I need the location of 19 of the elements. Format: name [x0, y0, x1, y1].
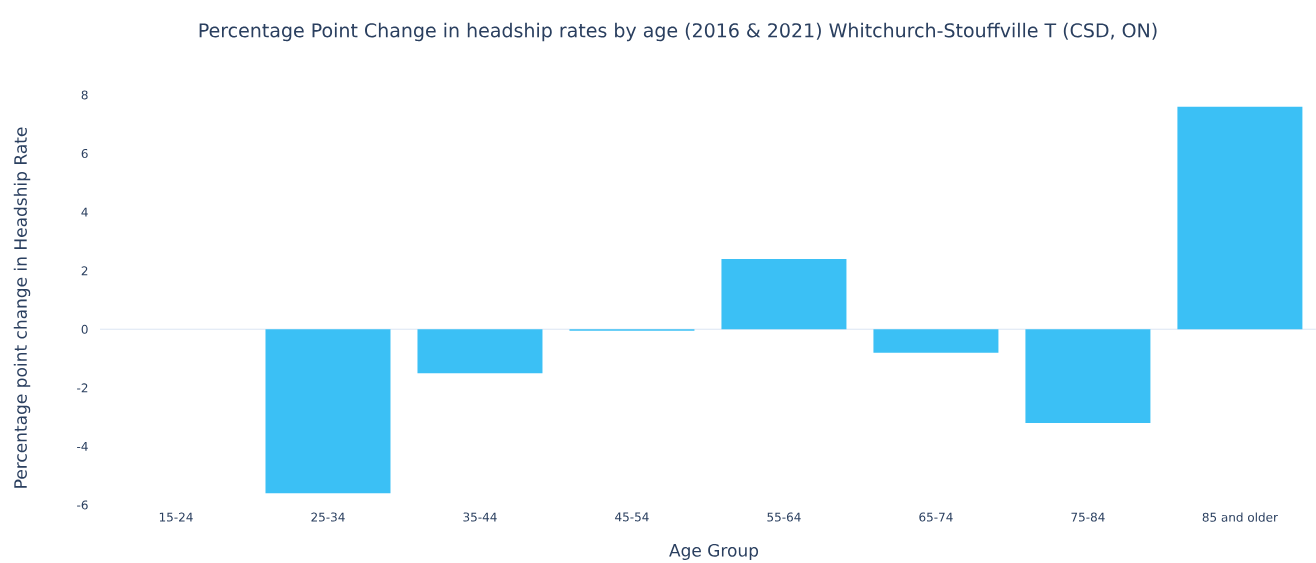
x-tick-label: 25-34 — [311, 512, 345, 522]
y-tick-label: -2 — [77, 383, 88, 393]
y-tick-label: -4 — [77, 441, 88, 451]
y-tick-label: -6 — [77, 500, 88, 510]
x-tick-label: 65-74 — [919, 512, 953, 522]
y-tick-label: 0 — [81, 324, 88, 334]
chart-title: Percentage Point Change in headship rates by age (2016 & 2021) Whitchurch-Stouffville T (CSD, ON) — [199, 22, 1157, 41]
y-axis-title: Percentage point change in Headship Rate — [13, 127, 31, 488]
y-tick-label: 6 — [81, 148, 88, 158]
x-tick-label: 55-64 — [767, 512, 801, 522]
x-tick-label: 15-24 — [159, 512, 193, 522]
y-tick-label: 2 — [81, 266, 88, 275]
y-tick-label: 8 — [81, 90, 88, 100]
x-tick-label: 35-44 — [463, 512, 497, 522]
x-axis-title: Age Group — [669, 543, 759, 560]
x-tick-label: 45-54 — [615, 512, 649, 522]
x-tick-label: 75-84 — [1071, 512, 1105, 522]
y-tick-label: 4 — [81, 207, 88, 217]
x-tick-label: 85 and older — [1202, 512, 1278, 522]
